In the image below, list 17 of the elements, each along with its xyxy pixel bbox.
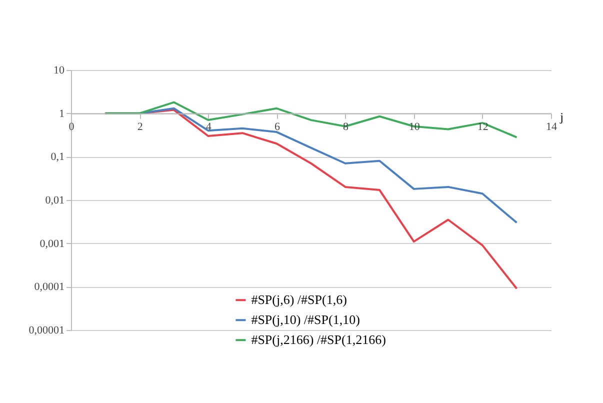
line-series	[104, 101, 518, 138]
y-tick-label: 1	[59, 108, 64, 120]
y-tick-label: 10	[54, 64, 65, 76]
y-tick-label: 0,001	[40, 238, 64, 250]
legend-label: #SP(j,2166) /#SP(1,2166)	[251, 332, 386, 348]
legend-label: #SP(j,6) /#SP(1,6)	[251, 292, 347, 308]
x-tick-label: 14	[546, 120, 558, 133]
y-tick-label: 0,00001	[28, 324, 64, 336]
x-tick-label: 2	[137, 120, 143, 133]
legend-label: #SP(j,10) /#SP(1,10)	[251, 312, 360, 328]
y-tick-label: 0,0001	[34, 281, 64, 294]
x-tick-label: 0	[68, 120, 75, 133]
x-axis-title: j	[559, 110, 564, 124]
x-tick-label: 6	[274, 120, 280, 133]
y-tick-label: 0,01	[45, 194, 64, 206]
x-tick-label: 12	[477, 120, 488, 133]
y-tick-label: 0,1	[50, 151, 64, 164]
